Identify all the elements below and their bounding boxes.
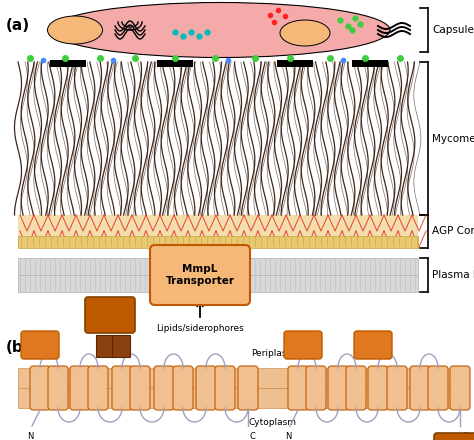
FancyBboxPatch shape <box>368 366 388 410</box>
Text: Periplasm: Periplasm <box>251 349 295 358</box>
FancyBboxPatch shape <box>215 366 235 410</box>
FancyBboxPatch shape <box>112 366 132 410</box>
FancyBboxPatch shape <box>150 245 250 305</box>
FancyBboxPatch shape <box>450 366 470 410</box>
Ellipse shape <box>280 20 330 46</box>
FancyBboxPatch shape <box>30 366 50 410</box>
Bar <box>18 215 418 248</box>
FancyBboxPatch shape <box>48 366 68 410</box>
FancyBboxPatch shape <box>238 366 258 410</box>
Text: N: N <box>27 432 33 440</box>
FancyBboxPatch shape <box>288 366 308 410</box>
Text: C: C <box>462 432 468 440</box>
FancyBboxPatch shape <box>112 335 130 357</box>
FancyBboxPatch shape <box>354 331 392 359</box>
FancyBboxPatch shape <box>284 331 322 359</box>
Bar <box>18 275 418 292</box>
FancyBboxPatch shape <box>130 366 150 410</box>
Text: Capsule: Capsule <box>432 25 474 35</box>
Text: Lipids/siderophores: Lipids/siderophores <box>156 324 244 333</box>
FancyBboxPatch shape <box>387 366 407 410</box>
Text: D1: D1 <box>33 341 47 349</box>
Text: MmpL
Transporter: MmpL Transporter <box>165 264 235 286</box>
Bar <box>18 388 468 408</box>
Ellipse shape <box>47 16 102 44</box>
Bar <box>18 258 418 275</box>
Text: Mycomembrane: Mycomembrane <box>432 133 474 143</box>
FancyBboxPatch shape <box>154 366 174 410</box>
Text: C: C <box>250 432 256 440</box>
Bar <box>18 236 418 248</box>
FancyBboxPatch shape <box>434 433 474 440</box>
Text: Plasma Membrane: Plasma Membrane <box>432 270 474 280</box>
Text: D1: D1 <box>296 341 310 349</box>
FancyBboxPatch shape <box>328 366 348 410</box>
Text: D2: D2 <box>366 341 380 349</box>
FancyBboxPatch shape <box>21 331 59 359</box>
FancyBboxPatch shape <box>85 297 135 333</box>
Text: N: N <box>285 432 291 440</box>
FancyBboxPatch shape <box>88 366 108 410</box>
Text: AGP Core: AGP Core <box>432 227 474 236</box>
FancyBboxPatch shape <box>173 366 193 410</box>
Text: (b): (b) <box>6 340 31 355</box>
FancyBboxPatch shape <box>196 366 216 410</box>
FancyBboxPatch shape <box>70 366 90 410</box>
Bar <box>352 60 388 67</box>
Text: D2
docking
domain: D2 docking domain <box>94 304 126 326</box>
Text: Cytoplasm: Cytoplasm <box>249 418 297 427</box>
FancyBboxPatch shape <box>428 366 448 410</box>
FancyBboxPatch shape <box>346 366 366 410</box>
FancyBboxPatch shape <box>306 366 326 410</box>
Text: (a): (a) <box>6 18 30 33</box>
Ellipse shape <box>50 3 390 58</box>
FancyBboxPatch shape <box>410 366 430 410</box>
Bar <box>18 368 468 388</box>
FancyBboxPatch shape <box>96 335 114 357</box>
Bar <box>277 60 313 67</box>
Bar <box>50 60 86 67</box>
Bar <box>157 60 193 67</box>
